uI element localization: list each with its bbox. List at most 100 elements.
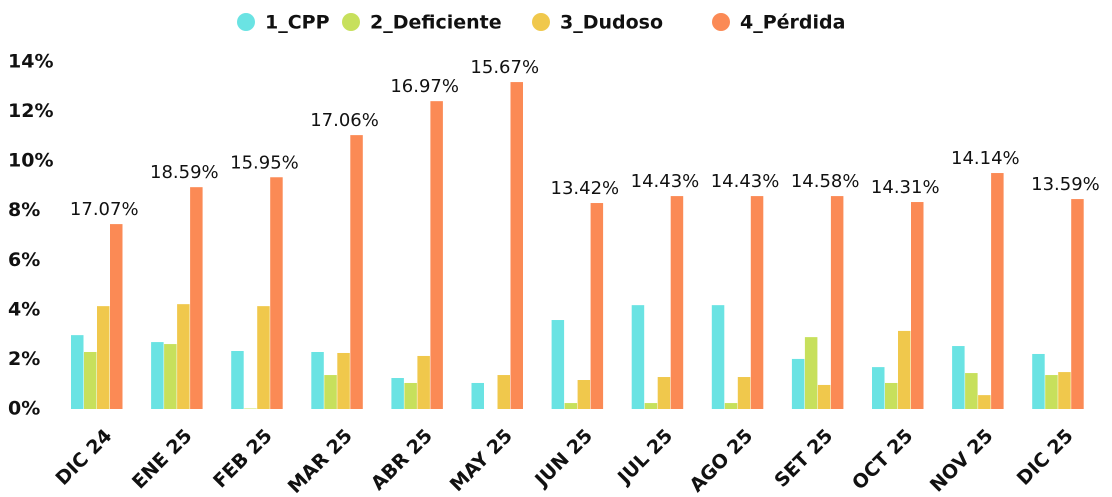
y-tick-label: 14%	[8, 51, 53, 73]
bar	[991, 173, 1004, 409]
bar	[84, 351, 97, 409]
legend-swatch	[712, 13, 730, 31]
bar	[817, 384, 831, 409]
bar	[177, 304, 190, 409]
x-tick-label: OCT 25	[848, 425, 917, 494]
x-tick-group: SET 25	[770, 425, 837, 492]
bar	[430, 101, 443, 409]
bar	[324, 375, 337, 409]
bar	[1058, 372, 1071, 409]
legend-label: 1_CPP	[265, 12, 330, 34]
bar	[417, 355, 430, 409]
bar	[190, 187, 203, 409]
x-tick-label: MAY 25	[446, 425, 517, 496]
bar	[750, 196, 764, 409]
x-tick-label: JUL 25	[612, 425, 677, 490]
y-tick-label: 4%	[8, 298, 40, 320]
bar	[670, 196, 684, 409]
x-tick-group: ABR 25	[367, 425, 437, 495]
annotation: 18.59%	[150, 162, 219, 183]
y-tick-label: 8%	[8, 199, 40, 221]
annotation: 15.95%	[230, 152, 299, 173]
annotation: 14.43%	[711, 171, 780, 192]
bar	[471, 382, 484, 409]
bar	[231, 351, 244, 409]
bar	[885, 382, 898, 409]
annotation: 13.42%	[551, 178, 620, 199]
x-tick-group: NOV 25	[926, 425, 998, 497]
annotation: 16.97%	[390, 76, 459, 97]
x-tick-group: ENE 25	[128, 425, 197, 494]
annotation: 14.43%	[631, 171, 700, 192]
y-tick-label: 0%	[8, 398, 40, 420]
annotation: 14.31%	[871, 177, 940, 198]
bar	[737, 377, 751, 409]
bar	[965, 373, 978, 409]
x-tick-label: AGO 25	[685, 425, 757, 497]
x-tick-label: ENE 25	[128, 425, 197, 494]
bar	[830, 196, 844, 409]
bar	[311, 351, 324, 409]
bar	[590, 203, 604, 409]
x-tick-label: MAR 25	[284, 425, 357, 497]
y-tick-label: 6%	[8, 249, 40, 271]
x-tick-group: AGO 25	[685, 425, 757, 497]
bar	[510, 82, 523, 410]
x-tick-label: NOV 25	[926, 425, 998, 497]
bar	[151, 342, 164, 409]
y-tick-label: 12%	[8, 100, 53, 122]
bar	[71, 335, 84, 409]
bar	[631, 305, 645, 409]
bar	[551, 320, 565, 409]
bar	[577, 380, 591, 409]
x-tick-group: DIC 25	[1013, 425, 1078, 490]
bar	[110, 224, 123, 409]
y-tick-label: 2%	[8, 348, 40, 370]
x-tick-label: FEB 25	[209, 425, 277, 493]
x-tick-group: JUN 25	[530, 425, 598, 493]
annotation: 17.06%	[310, 110, 379, 131]
bar	[911, 202, 924, 409]
x-tick-label: JUN 25	[530, 425, 598, 493]
bar	[898, 330, 911, 409]
legend-label: 4_Pérdida	[740, 12, 845, 34]
annotation: 17.07%	[70, 199, 139, 220]
x-tick-label: SET 25	[770, 425, 837, 492]
x-tick-group: DIC 24	[51, 425, 116, 490]
x-tick-label: ABR 25	[367, 425, 437, 495]
bar	[872, 367, 885, 409]
legend-label: 3_Dudoso	[560, 12, 663, 34]
x-tick-label: DIC 25	[1013, 425, 1078, 490]
bar	[724, 403, 738, 409]
bar	[497, 375, 510, 409]
bar	[1071, 199, 1084, 409]
x-tick-group: FEB 25	[209, 425, 277, 493]
bar	[804, 337, 818, 409]
bar	[644, 403, 658, 409]
x-tick-group: MAY 25	[446, 425, 517, 496]
bar	[350, 135, 363, 409]
annotation: 14.14%	[951, 148, 1020, 169]
bar	[270, 177, 283, 409]
bar	[952, 346, 965, 409]
x-tick-group: MAR 25	[284, 425, 357, 497]
annotation: 15.67%	[470, 57, 539, 78]
y-tick-label: 10%	[8, 150, 53, 172]
bar	[97, 306, 110, 409]
bar	[711, 305, 725, 409]
bar	[791, 358, 805, 409]
bar	[1045, 375, 1058, 409]
annotation: 14.58%	[791, 171, 860, 192]
annotation: 13.59%	[1031, 174, 1100, 195]
bar	[404, 382, 417, 409]
bar	[164, 344, 177, 409]
bar	[1032, 353, 1045, 409]
bar	[257, 306, 270, 409]
bar	[978, 395, 991, 409]
legend-swatch	[532, 13, 550, 31]
legend-swatch	[342, 13, 360, 31]
bar	[337, 352, 350, 409]
bar	[657, 377, 671, 409]
legend-label: 2_Deficiente	[370, 12, 502, 34]
